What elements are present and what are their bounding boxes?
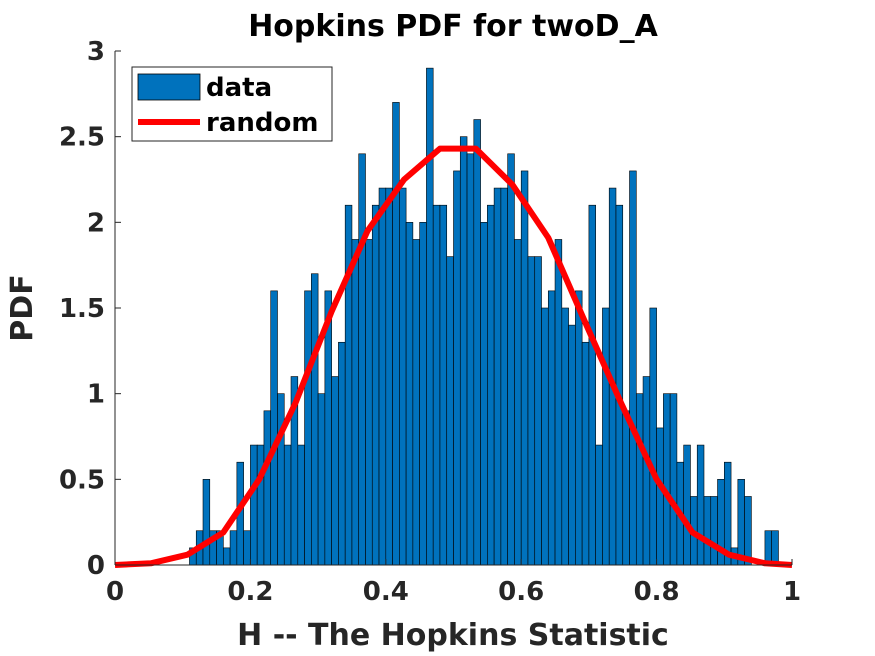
histogram-bar	[703, 496, 712, 566]
histogram-bar	[439, 204, 448, 566]
histogram-bar	[432, 204, 441, 566]
legend: data random	[131, 66, 333, 142]
histogram-bar	[534, 256, 542, 566]
legend-swatch-data	[137, 73, 201, 101]
histogram-bar	[581, 341, 590, 566]
histogram-bar	[338, 341, 346, 566]
histogram-bar	[588, 204, 596, 566]
histogram-bar	[304, 290, 312, 566]
histogram-bar	[446, 256, 454, 566]
histogram-bar	[317, 393, 326, 566]
random-line-layer	[114, 145, 793, 568]
histogram-bar	[554, 239, 563, 566]
legend-label-random: random	[206, 108, 318, 138]
histogram-bar	[263, 410, 272, 566]
histogram-bar	[696, 444, 705, 566]
histogram-bar	[412, 239, 420, 566]
histogram-bar	[351, 239, 360, 566]
histogram-bar	[771, 530, 779, 566]
histogram-bar	[419, 222, 427, 566]
histogram-bar	[663, 393, 671, 566]
histogram-bar	[453, 170, 461, 566]
x-axis-label: H -- The Hopkins Statistic	[237, 618, 669, 653]
y-axis-label: PDF	[5, 274, 40, 341]
histogram-bar	[622, 410, 630, 566]
x-tick-label: 0.8	[634, 577, 680, 607]
histogram-bar	[547, 290, 556, 566]
histogram-bar	[568, 324, 576, 566]
histogram-bar	[358, 153, 366, 566]
x-tick-label: 0.4	[363, 577, 409, 607]
histogram-bar	[635, 393, 644, 566]
histogram-bar	[466, 153, 475, 566]
histogram-bar	[378, 187, 387, 566]
histogram-bar	[202, 479, 211, 566]
histogram-bar	[493, 187, 502, 566]
x-tick-label: 0	[106, 577, 124, 607]
histogram-bar	[473, 119, 481, 566]
histogram-bar	[737, 479, 745, 566]
y-tick-labels: 0 0.5 1 1.5 2 2.5 3	[59, 37, 121, 581]
histogram-bar	[656, 427, 664, 566]
histogram-bar	[669, 393, 678, 566]
histogram-bar	[744, 496, 752, 566]
histogram-bar	[229, 530, 238, 566]
histogram-bar	[683, 444, 691, 566]
histogram-bar	[385, 187, 393, 566]
histogram-bar	[500, 187, 508, 566]
histogram-bar	[649, 307, 657, 566]
histogram-bar	[283, 444, 292, 566]
histogram-bar	[250, 444, 258, 566]
y-tick-label: 2.5	[59, 123, 105, 153]
histogram-bar	[297, 444, 305, 566]
histogram-bar	[371, 204, 380, 566]
histogram-bar	[223, 547, 231, 566]
histogram-bar	[392, 102, 400, 566]
x-tick-labels: 0 0.2 0.4 0.6 0.8 1	[106, 559, 801, 607]
histogram-bar	[561, 307, 569, 566]
histogram-bar	[331, 376, 339, 566]
histogram-bar	[277, 393, 285, 566]
histogram-bar	[541, 307, 549, 566]
histogram-bar	[459, 136, 468, 566]
y-tick-label: 1	[87, 380, 105, 410]
histogram-bar	[527, 256, 536, 566]
x-tick-label: 1	[783, 577, 801, 607]
y-tick-label: 1.5	[59, 294, 105, 324]
histogram-bar	[602, 307, 610, 566]
histogram-bar	[520, 170, 529, 566]
y-tick-label: 0.5	[59, 465, 105, 495]
histogram-bar	[487, 204, 495, 566]
x-tick-label: 0.6	[498, 577, 544, 607]
histogram-bar	[480, 222, 488, 566]
y-tick-label: 3	[87, 37, 105, 67]
histogram-bar	[507, 153, 515, 566]
histogram-bar	[514, 239, 522, 566]
histogram-bar	[256, 444, 265, 566]
chart-title: Hopkins PDF for twoD_A	[248, 9, 658, 44]
y-tick-label: 0	[87, 551, 105, 581]
histogram-bar	[642, 376, 651, 566]
histogram-bar	[615, 204, 624, 566]
x-tick-label: 0.2	[227, 577, 273, 607]
y-tick-label: 2	[87, 208, 105, 238]
histogram-bar	[405, 222, 414, 566]
histogram-bar	[575, 290, 583, 566]
legend-label-data: data	[206, 73, 272, 103]
histogram-bar	[629, 170, 637, 566]
histogram-bar	[311, 273, 319, 566]
histogram-bar	[764, 530, 772, 566]
histogram-bar	[595, 444, 603, 566]
histogram-bar	[399, 187, 407, 566]
histogram-bar	[270, 290, 278, 566]
histogram-bar	[426, 67, 434, 566]
histogram-bars	[189, 67, 779, 566]
histogram-bar	[243, 530, 251, 566]
random-pdf-line	[114, 145, 793, 568]
histogram-bar	[344, 204, 353, 566]
histogram-bar	[710, 496, 718, 566]
histogram-bar	[365, 239, 373, 566]
